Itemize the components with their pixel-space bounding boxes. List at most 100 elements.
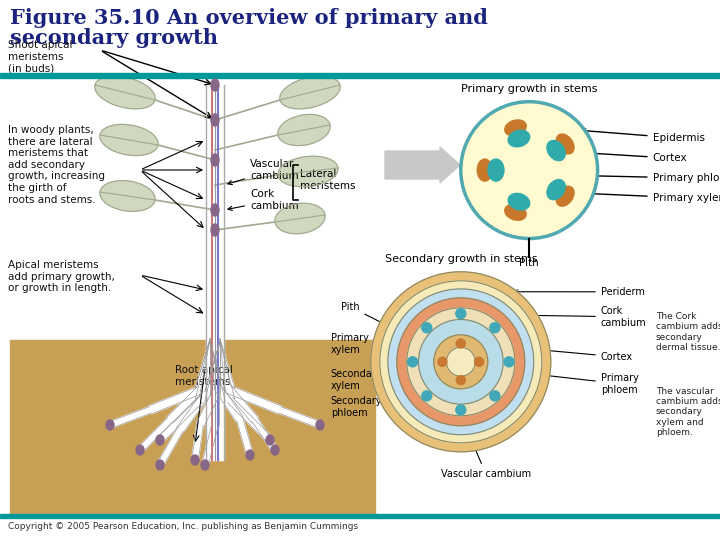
Text: Primary
xylem: Primary xylem	[330, 333, 430, 364]
Ellipse shape	[505, 120, 526, 136]
Polygon shape	[202, 424, 218, 466]
Circle shape	[407, 308, 515, 416]
Text: Secondary
xylem: Secondary xylem	[330, 369, 417, 390]
Polygon shape	[210, 340, 220, 395]
Ellipse shape	[211, 204, 219, 216]
Polygon shape	[157, 428, 183, 467]
Ellipse shape	[547, 180, 565, 200]
Text: Primary growth in stems: Primary growth in stems	[461, 84, 598, 94]
Text: Secondary growth in stems: Secondary growth in stems	[384, 254, 537, 264]
Text: Shoot apical
meristems
(in buds): Shoot apical meristems (in buds)	[8, 40, 73, 73]
Ellipse shape	[408, 357, 418, 367]
Text: Vascular
cambium: Vascular cambium	[228, 159, 299, 185]
FancyArrow shape	[385, 147, 460, 183]
Polygon shape	[210, 339, 230, 386]
Polygon shape	[109, 407, 151, 428]
Text: Apical meristems
add primary growth,
or growth in length.: Apical meristems add primary growth, or …	[8, 260, 115, 293]
Polygon shape	[252, 418, 278, 452]
Polygon shape	[148, 386, 202, 414]
Polygon shape	[197, 393, 219, 427]
Ellipse shape	[201, 460, 209, 470]
Polygon shape	[210, 340, 225, 390]
Text: The Cork
cambium adds
secondary
dermal tissue.: The Cork cambium adds secondary dermal t…	[656, 312, 720, 352]
Bar	[0, 78, 385, 514]
Text: The vascular
cambium adds
secondary
xylem and
phloem.: The vascular cambium adds secondary xyle…	[656, 387, 720, 437]
Ellipse shape	[106, 420, 114, 430]
Polygon shape	[195, 339, 220, 401]
Polygon shape	[210, 340, 220, 385]
Ellipse shape	[211, 224, 219, 236]
Ellipse shape	[156, 435, 164, 445]
Ellipse shape	[191, 455, 199, 465]
Ellipse shape	[508, 130, 530, 147]
Text: Secondary
phloem: Secondary phloem	[330, 396, 408, 417]
Text: Cork
cambium: Cork cambium	[531, 306, 647, 328]
Text: Periderm: Periderm	[514, 287, 644, 297]
Ellipse shape	[456, 339, 465, 348]
Bar	[0, 73, 720, 78]
Ellipse shape	[557, 186, 574, 206]
Ellipse shape	[211, 114, 219, 126]
Polygon shape	[228, 397, 273, 443]
Polygon shape	[279, 407, 321, 428]
Ellipse shape	[474, 357, 484, 366]
Text: Copyright © 2005 Pearson Education, Inc. publishing as Benjamin Cummings: Copyright © 2005 Pearson Education, Inc.…	[8, 522, 358, 531]
Ellipse shape	[490, 391, 500, 401]
Text: Pith: Pith	[341, 302, 444, 354]
Ellipse shape	[211, 154, 219, 166]
Text: Epidermis: Epidermis	[581, 129, 705, 143]
Ellipse shape	[156, 460, 164, 470]
Circle shape	[446, 347, 475, 376]
Ellipse shape	[456, 405, 466, 415]
Text: In woody plants,
there are lateral
meristems that
add secondary
growth, increasi: In woody plants, there are lateral meris…	[8, 125, 105, 205]
Ellipse shape	[508, 193, 530, 210]
Polygon shape	[237, 419, 253, 456]
Text: Primary phloem: Primary phloem	[564, 173, 720, 183]
Polygon shape	[195, 339, 220, 392]
Polygon shape	[192, 424, 203, 461]
Polygon shape	[206, 85, 224, 460]
Bar	[0, 514, 720, 518]
Text: Cork
cambium: Cork cambium	[228, 189, 299, 211]
Polygon shape	[222, 382, 258, 423]
Ellipse shape	[477, 159, 492, 181]
Text: Root apical
meristems: Root apical meristems	[175, 365, 233, 387]
Ellipse shape	[547, 140, 565, 160]
Ellipse shape	[136, 445, 144, 455]
Text: secondary growth: secondary growth	[10, 28, 218, 48]
Ellipse shape	[278, 156, 338, 187]
Ellipse shape	[211, 79, 219, 91]
Circle shape	[418, 320, 503, 404]
Text: Figure 35.10 An overview of primary and: Figure 35.10 An overview of primary and	[10, 8, 488, 28]
Text: Primary
phloem: Primary phloem	[528, 372, 639, 395]
Ellipse shape	[488, 159, 504, 181]
Ellipse shape	[246, 450, 254, 460]
Circle shape	[388, 289, 534, 435]
Ellipse shape	[100, 180, 155, 211]
Ellipse shape	[271, 445, 279, 455]
Ellipse shape	[266, 435, 274, 445]
Polygon shape	[210, 339, 235, 392]
Text: Primary xylem: Primary xylem	[561, 191, 720, 203]
Text: Vascular cambium: Vascular cambium	[441, 420, 531, 479]
Ellipse shape	[490, 323, 500, 333]
Bar	[0, 0, 720, 75]
Circle shape	[461, 102, 598, 239]
Text: Pith: Pith	[519, 259, 539, 268]
Circle shape	[433, 335, 488, 389]
Text: Lateral
meristems: Lateral meristems	[300, 169, 356, 191]
Text: Cortex: Cortex	[536, 348, 633, 362]
Ellipse shape	[275, 203, 325, 234]
Polygon shape	[210, 339, 235, 401]
Polygon shape	[138, 417, 172, 453]
Circle shape	[380, 281, 541, 443]
FancyArrow shape	[385, 322, 460, 358]
Polygon shape	[195, 339, 220, 392]
Ellipse shape	[100, 124, 158, 156]
Polygon shape	[200, 339, 220, 396]
Ellipse shape	[557, 134, 574, 154]
Polygon shape	[211, 385, 219, 425]
Ellipse shape	[280, 76, 341, 109]
Ellipse shape	[456, 376, 465, 384]
Polygon shape	[158, 397, 202, 443]
